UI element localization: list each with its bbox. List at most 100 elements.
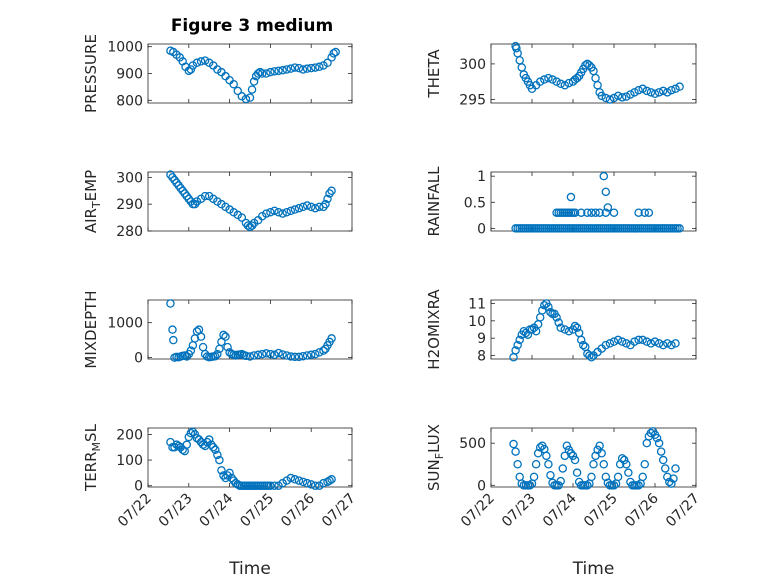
data-point <box>634 208 643 217</box>
data-point <box>290 475 300 484</box>
data-point <box>245 93 255 102</box>
data-point <box>634 335 643 345</box>
data-point <box>241 94 251 104</box>
data-point <box>523 330 533 339</box>
data-point <box>294 63 304 73</box>
data-point <box>601 187 611 197</box>
data-point <box>286 473 296 483</box>
data-point <box>200 56 210 65</box>
data-point <box>302 351 312 360</box>
data-point <box>278 66 287 75</box>
x-tick-label: 07/26 <box>622 490 662 530</box>
data-point <box>576 335 586 345</box>
data-point <box>597 91 606 101</box>
data-point <box>211 351 220 361</box>
data-point <box>658 86 668 96</box>
data-point <box>540 75 549 84</box>
data-point <box>599 459 609 469</box>
data-point <box>262 69 271 78</box>
data-point <box>650 89 660 99</box>
data-point <box>552 77 561 86</box>
data-point <box>209 442 218 452</box>
data-point <box>572 73 582 83</box>
y-tick-label: 300 <box>116 170 143 186</box>
y-tick-label: 9 <box>477 331 486 347</box>
data-point <box>168 325 177 334</box>
data-point <box>270 350 279 360</box>
y-tick-label: 0.5 <box>464 195 486 211</box>
x-tick-label: 07/22 <box>115 491 155 531</box>
data-point <box>587 472 596 482</box>
data-point <box>274 207 283 217</box>
data-point <box>585 61 594 70</box>
data-point <box>620 455 629 465</box>
data-point <box>663 88 672 97</box>
mixdepth-panel: 0 1000 MIXDEPTH <box>82 290 353 369</box>
data-point <box>327 53 336 62</box>
data-point <box>327 186 336 196</box>
y-tick-label: 500 <box>459 436 486 452</box>
data-point <box>572 323 582 333</box>
data-point <box>535 443 545 452</box>
data-point <box>572 468 582 477</box>
data-point <box>663 472 672 482</box>
data-point <box>225 468 234 478</box>
y-axis-label: PRESSURE <box>82 34 100 113</box>
axes-frame <box>490 171 697 232</box>
data-point <box>667 85 676 95</box>
data-series <box>509 299 680 362</box>
data-point <box>213 450 222 460</box>
data-point <box>515 335 524 345</box>
data-point <box>311 63 320 72</box>
x-tick-label: 07/23 <box>499 491 539 531</box>
data-point <box>634 481 643 490</box>
data-point <box>196 57 206 66</box>
data-point <box>533 449 543 458</box>
data-point <box>286 206 296 216</box>
data-point <box>306 480 316 489</box>
y-tick-label: 800 <box>116 93 143 109</box>
data-point <box>298 351 308 361</box>
data-point <box>609 337 619 346</box>
data-point <box>290 352 300 362</box>
data-point <box>221 473 230 483</box>
y-axis-label: AIRTEMP <box>82 170 103 233</box>
data-point <box>661 464 670 473</box>
data-point <box>566 192 576 202</box>
data-point <box>540 300 549 310</box>
data-point <box>306 63 316 73</box>
y-axis-label: H2OMIXRA <box>425 289 443 370</box>
data-point <box>323 58 332 68</box>
data-point <box>554 318 563 327</box>
y-tick-label: 900 <box>116 67 143 83</box>
terr-msl-panel: 0 100 200 07/22 07/23 07/24 07/25 07/26 07/27 TER… <box>82 423 359 579</box>
axes-frame <box>490 43 697 104</box>
y-tick-label: 280 <box>116 224 143 240</box>
data-point <box>546 307 555 317</box>
data-point <box>270 206 279 216</box>
data-point <box>298 477 308 487</box>
data-point <box>601 472 611 482</box>
data-point <box>650 337 660 346</box>
data-point <box>646 428 656 438</box>
data-point <box>675 224 684 233</box>
data-point <box>562 441 572 450</box>
data-point <box>223 342 232 352</box>
data-point <box>591 208 600 217</box>
data-point <box>286 352 296 361</box>
data-point <box>311 481 320 490</box>
data-point <box>315 348 324 357</box>
data-point <box>266 349 275 359</box>
data-series <box>511 171 684 233</box>
y-axis-label: TERRMSL <box>82 423 103 492</box>
data-point <box>525 481 535 490</box>
h2omixra-panel: 8 910 11 H2OMIXRA <box>425 289 697 370</box>
data-point <box>558 464 568 473</box>
data-point <box>513 340 522 350</box>
data-point <box>302 478 312 488</box>
data-point <box>192 327 202 336</box>
data-point <box>266 207 275 217</box>
data-point <box>617 337 627 346</box>
data-point <box>671 84 680 94</box>
data-point <box>656 447 666 456</box>
